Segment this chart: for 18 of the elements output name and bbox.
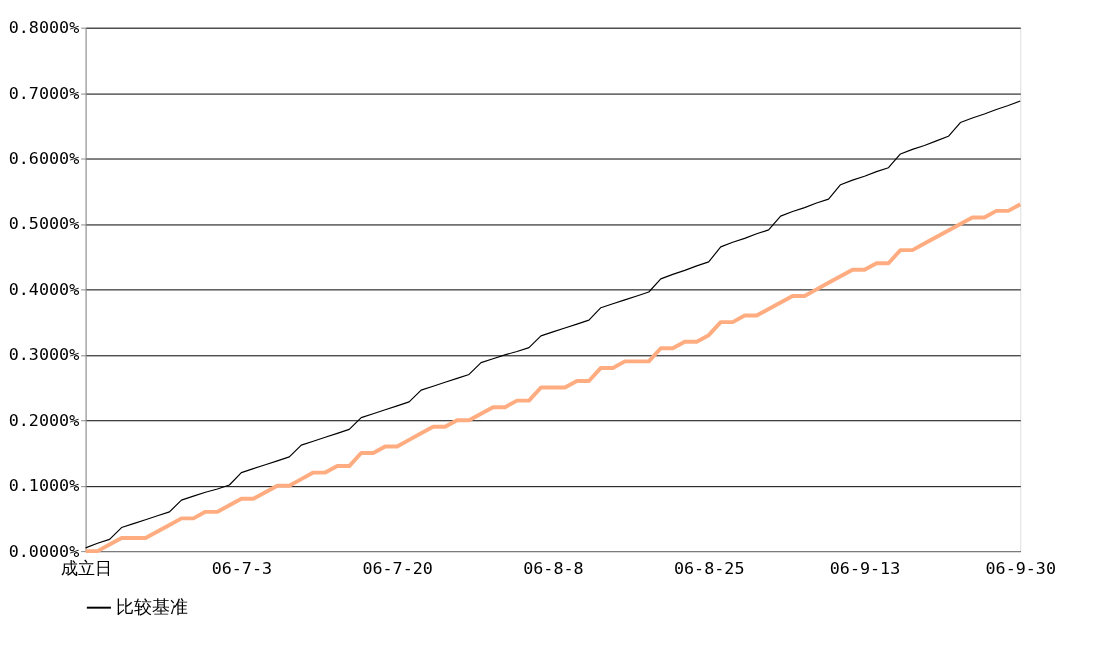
y-tick-label: 0.4000%	[8, 278, 80, 299]
x-tick-label: 06-7-3	[211, 558, 273, 579]
x-tick-label: 06-9-13	[829, 558, 901, 579]
line-series	[85, 100, 1021, 549]
x-tick-label: 06-7-20	[362, 558, 433, 579]
x-tick-label: 06-8-8	[523, 558, 584, 579]
y-tick-label: 0.8000%	[8, 17, 80, 38]
y-tick-label: 0.5000%	[8, 213, 80, 234]
x-tick-label: 成立日	[60, 558, 112, 579]
y-tick-label: 0.1000%	[8, 475, 80, 496]
y-tick-label: 0.6000%	[8, 147, 80, 168]
y-tick-label: 0.7000%	[8, 82, 80, 103]
y-tick-label: 0.3000%	[8, 344, 80, 365]
y-tick-label: 0.2000%	[8, 409, 80, 430]
y-tick-label: 0.0000%	[8, 540, 80, 561]
legend-label: 比较基准	[116, 596, 189, 617]
x-tick-label: 06-8-25	[673, 558, 745, 579]
x-tick-label: 06-9-30	[985, 558, 1057, 579]
